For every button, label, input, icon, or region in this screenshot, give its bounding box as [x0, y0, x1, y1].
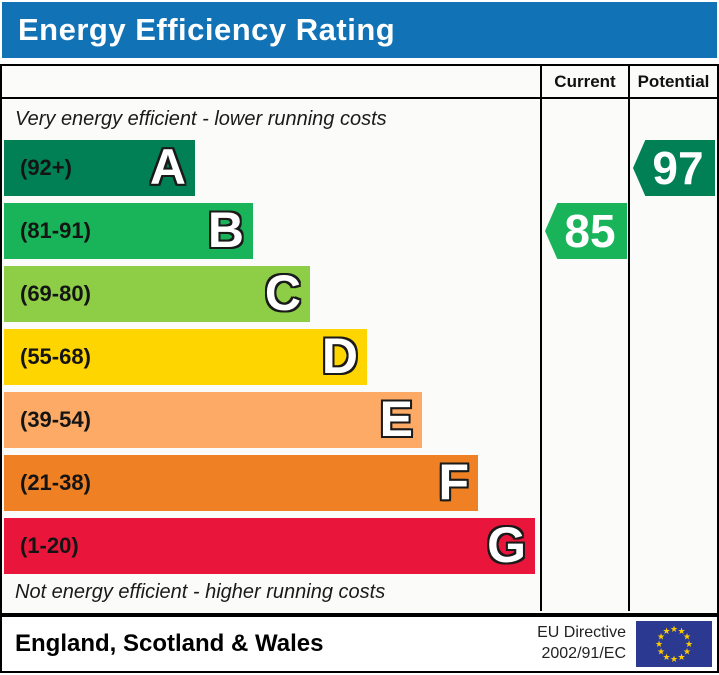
title-bar: Energy Efficiency Rating: [2, 2, 717, 58]
header-spacer: [2, 66, 540, 97]
band-letter: C: [264, 265, 301, 321]
svg-text:★: ★: [662, 652, 670, 662]
band-range-label: (81-91): [20, 218, 91, 243]
band-d: (55-68) D: [4, 329, 367, 385]
eu-directive-text: EU Directive 2002/91/EC: [537, 623, 626, 665]
band-letter: A: [149, 139, 186, 195]
potential-rating-value: 97: [652, 142, 704, 194]
eu-directive-line1: EU Directive: [537, 624, 626, 642]
column-divider-potential: [628, 99, 630, 611]
eu-directive-line2: 2002/91/EC: [541, 645, 626, 662]
svg-text:★: ★: [657, 632, 665, 642]
svg-text:★: ★: [677, 652, 685, 662]
band-a: (92+) A: [4, 140, 195, 196]
rating-table-header: Current Potential: [2, 66, 717, 99]
column-header-potential: Potential: [628, 66, 717, 97]
svg-text:★: ★: [657, 647, 665, 657]
column-divider-current: [540, 99, 542, 611]
svg-text:★: ★: [670, 624, 678, 634]
page-title: Energy Efficiency Rating: [18, 12, 396, 47]
band-letter: F: [438, 454, 469, 510]
top-note: Very energy efficient - lower running co…: [15, 108, 387, 130]
svg-text:★: ★: [662, 626, 670, 636]
band-range-label: (1-20): [20, 533, 79, 558]
band-e: (39-54) E: [4, 392, 422, 448]
band-range-label: (55-68): [20, 344, 91, 369]
band-b: (81-91) B: [4, 203, 253, 259]
svg-text:★: ★: [683, 632, 691, 642]
svg-text:★: ★: [670, 654, 678, 664]
svg-text:★: ★: [677, 626, 685, 636]
bottom-note: Not energy efficient - higher running co…: [15, 581, 386, 603]
band-range-label: (39-54): [20, 407, 91, 432]
rating-table: Current Potential Very energy efficient …: [0, 64, 719, 615]
band-range-label: (69-80): [20, 281, 91, 306]
current-rating-value: 85: [564, 205, 616, 257]
band-range-label: (92+): [20, 155, 72, 180]
svg-text:★: ★: [655, 639, 663, 649]
eu-flag-icon: ★ ★★★★★★★★★★★: [636, 621, 712, 667]
footer: England, Scotland & Wales EU Directive 2…: [0, 615, 719, 673]
svg-text:★: ★: [685, 639, 693, 649]
potential-rating-arrow: 97: [633, 140, 715, 196]
region-label: England, Scotland & Wales: [15, 630, 324, 657]
current-rating-arrow: 85: [545, 203, 627, 259]
band-c: (69-80) C: [4, 266, 310, 322]
band-letter: D: [321, 328, 358, 384]
rating-table-body: Very energy efficient - lower running co…: [2, 99, 717, 611]
band-g: (1-20) G: [4, 518, 535, 574]
column-header-current: Current: [540, 66, 628, 97]
band-f: (21-38) F: [4, 455, 478, 511]
band-letter: B: [207, 202, 244, 258]
band-letter: G: [487, 517, 526, 573]
band-range-label: (21-38): [20, 470, 91, 495]
band-letter: E: [379, 391, 413, 447]
svg-text:★: ★: [683, 647, 691, 657]
